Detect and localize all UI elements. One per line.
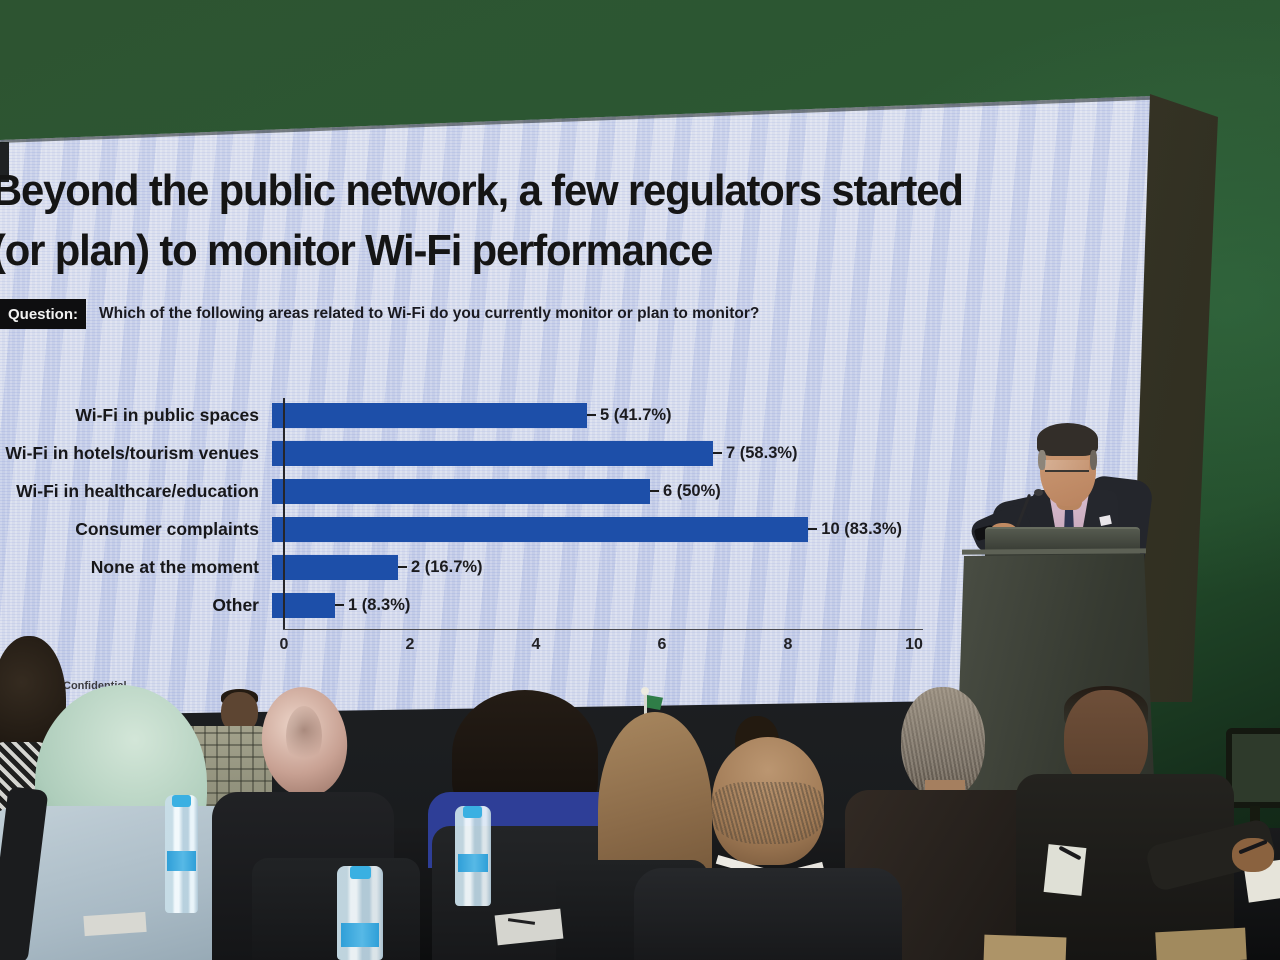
chair-back (252, 858, 420, 960)
bottle-label (458, 854, 488, 872)
bar-value-label: 6 (50%) (650, 482, 721, 501)
chart-row: Other 1 (8.3%) (0, 586, 930, 624)
chart-row: Wi-Fi in healthcare/education 6 (50%) (0, 472, 930, 510)
bar-area: 2 (16.7%) (272, 554, 902, 580)
speaker-hair (1037, 423, 1098, 456)
bottle-cap (172, 795, 191, 807)
x-tick-label: 2 (405, 636, 415, 653)
turban-fold (286, 706, 322, 766)
category-label: Wi-Fi in hotels/tourism venues (5, 442, 259, 463)
chart-row: Consumer complaints 10 (83.3%) (0, 510, 930, 548)
screen-corner-artifact (0, 142, 9, 182)
category-label: Wi-Fi in healthcare/education (16, 480, 259, 501)
writing-hand (1232, 838, 1274, 872)
question-label: Question: (0, 299, 86, 329)
speaker-temple (1038, 450, 1046, 470)
x-tick-label: 10 (905, 636, 923, 653)
category-label: None at the moment (90, 556, 259, 577)
bar-area: 1 (8.3%) (272, 592, 902, 618)
bottle-label (167, 851, 196, 871)
chart-y-axis (283, 398, 285, 630)
chart-x-axis (283, 629, 923, 630)
bottle-cap (463, 806, 482, 818)
x-tick-label: 6 (657, 636, 667, 653)
audience-member-bald-head (712, 737, 824, 865)
bottle-cap (350, 866, 371, 879)
bar-area: 7 (58.3%) (272, 440, 902, 466)
question-text: Which of the following areas related to … (99, 305, 760, 322)
slide-title-line2: (or plan) to monitor Wi-Fi performance (0, 226, 713, 275)
bottle-label (341, 923, 379, 947)
table-flag (647, 695, 663, 710)
chart-row: None at the moment 2 (16.7%) (0, 548, 930, 586)
bar (272, 402, 587, 428)
hair-stubble (712, 782, 824, 844)
slide-title-line1: Beyond the public network, a few regulat… (0, 166, 964, 215)
microphone-tip (1034, 489, 1043, 496)
chart-row: Wi-Fi in public spaces 5 (41.7%) (0, 396, 930, 434)
bar-value-label: 5 (41.7%) (587, 406, 672, 425)
bar (272, 554, 398, 580)
bar-value-label: 2 (16.7%) (398, 558, 483, 577)
category-label: Wi-Fi in public spaces (75, 404, 259, 425)
bar-value-label: 10 (83.3%) (808, 520, 902, 539)
presentation-screen: Beyond the public network, a few regulat… (0, 0, 1166, 726)
bar (272, 516, 809, 542)
table-flag-finial (641, 687, 649, 695)
bar (272, 440, 713, 466)
x-tick-label: 8 (783, 636, 793, 653)
category-label: Consumer complaints (75, 518, 259, 539)
bar-area: 10 (83.3%) (272, 516, 902, 542)
bar-chart-ticks: 0 2 4 6 8 10 (280, 636, 923, 658)
bar (272, 592, 335, 618)
x-tick-label: 0 (279, 636, 289, 653)
speaker-temple (1090, 450, 1097, 470)
bar (272, 478, 650, 504)
category-label: Other (212, 594, 259, 615)
wooden-table (983, 934, 1067, 960)
empty-chair (1226, 728, 1280, 808)
bar-chart-rows: Wi-Fi in public spaces 5 (41.7%) Wi-Fi in … (0, 396, 930, 624)
wooden-table (1155, 927, 1247, 960)
speaker-glasses (1045, 460, 1089, 472)
audience-member-suit (634, 868, 902, 960)
chart-row: Wi-Fi in hotels/tourism venues 7 (58.3%) (0, 434, 930, 472)
bar-area: 6 (50%) (272, 478, 902, 504)
bar-value-label: 7 (58.3%) (713, 444, 798, 463)
table-flag-pole (644, 692, 647, 725)
bar-area: 5 (41.7%) (272, 402, 902, 428)
bar-value-label: 1 (8.3%) (335, 596, 410, 615)
x-tick-label: 4 (531, 636, 541, 653)
